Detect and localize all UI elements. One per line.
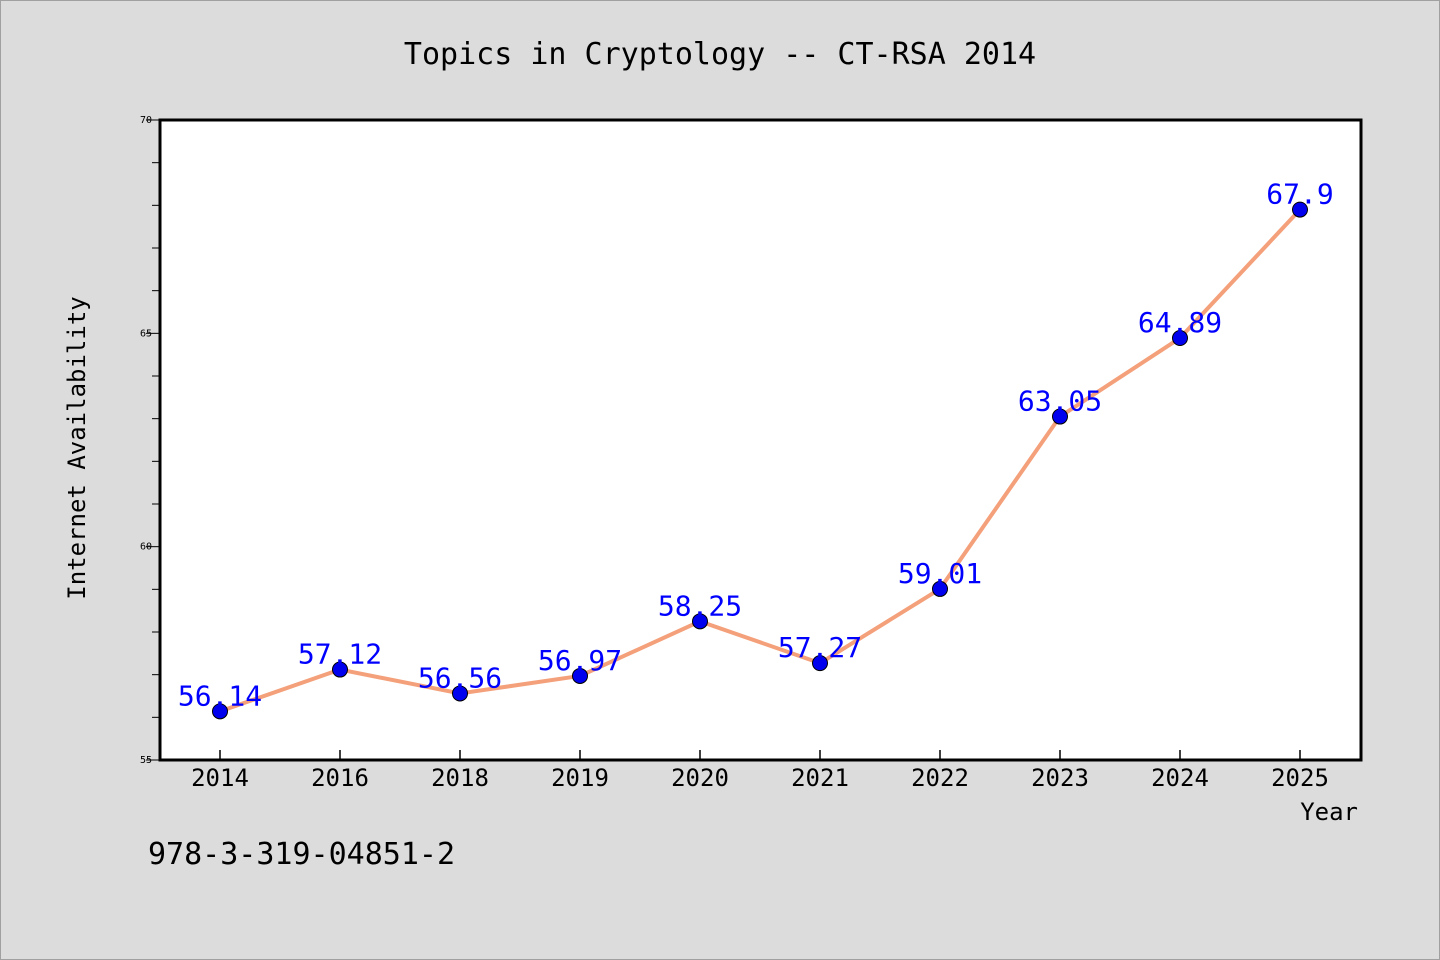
data-label: 56.56 [418,661,502,694]
x-tick-label: 2022 [911,764,969,792]
data-label: 56.14 [178,679,262,712]
x-tick-label: 2019 [551,764,609,792]
x-tick-label: 2014 [191,764,249,792]
data-labels: 56.14 57.12 56.56 56.97 58.25 57.27 59.01 63.05… [178,178,1334,713]
y-axis-label: Internet Availability [63,296,91,599]
data-point [812,655,828,672]
x-tick-label: 2021 [791,764,849,792]
data-point [572,667,588,684]
data-point [332,661,348,678]
data-label: 57.12 [298,638,382,671]
x-tick-label: 2023 [1031,764,1089,792]
x-axis-label: Year [1300,798,1358,826]
data-point [1172,330,1188,347]
chart-title: Topics in Cryptology -- CT-RSA 2014 [404,37,1036,72]
data-label: 64.89 [1138,306,1222,339]
data-label: 63.05 [1018,385,1102,418]
data-label: 59.01 [898,557,982,590]
data-point [1052,408,1068,425]
x-tick-label: 2018 [431,764,489,792]
data-label: 58.25 [658,589,742,622]
data-point [452,685,468,702]
x-axis-ticks: 2014 2016 2018 2019 2020 2021 2022 2023 2024 2025 [191,750,1329,792]
series-markers [212,201,1308,720]
x-tick-label: 2024 [1151,764,1209,792]
data-point [692,613,708,630]
y-tick-label: 65 [140,328,152,339]
data-point [212,703,228,720]
data-point [1292,201,1308,218]
y-tick-label: 55 [140,755,152,766]
plot-frame [158,118,1363,762]
data-label: 67.9 [1266,178,1333,211]
footer-isbn: 978-3-319-04851-2 [148,837,455,872]
data-label: 56.97 [538,644,622,677]
y-tick-label: 70 [140,115,152,126]
x-tick-label: 2016 [311,764,369,792]
plot-area [160,120,1361,760]
y-tick-label: 60 [140,542,152,553]
series-line [219,208,1302,714]
x-tick-label: 2020 [671,764,729,792]
data-point [932,580,948,597]
y-axis-ticks: 55 60 65 70 [140,115,160,766]
x-tick-label: 2025 [1271,764,1329,792]
data-label: 57.27 [778,631,862,664]
